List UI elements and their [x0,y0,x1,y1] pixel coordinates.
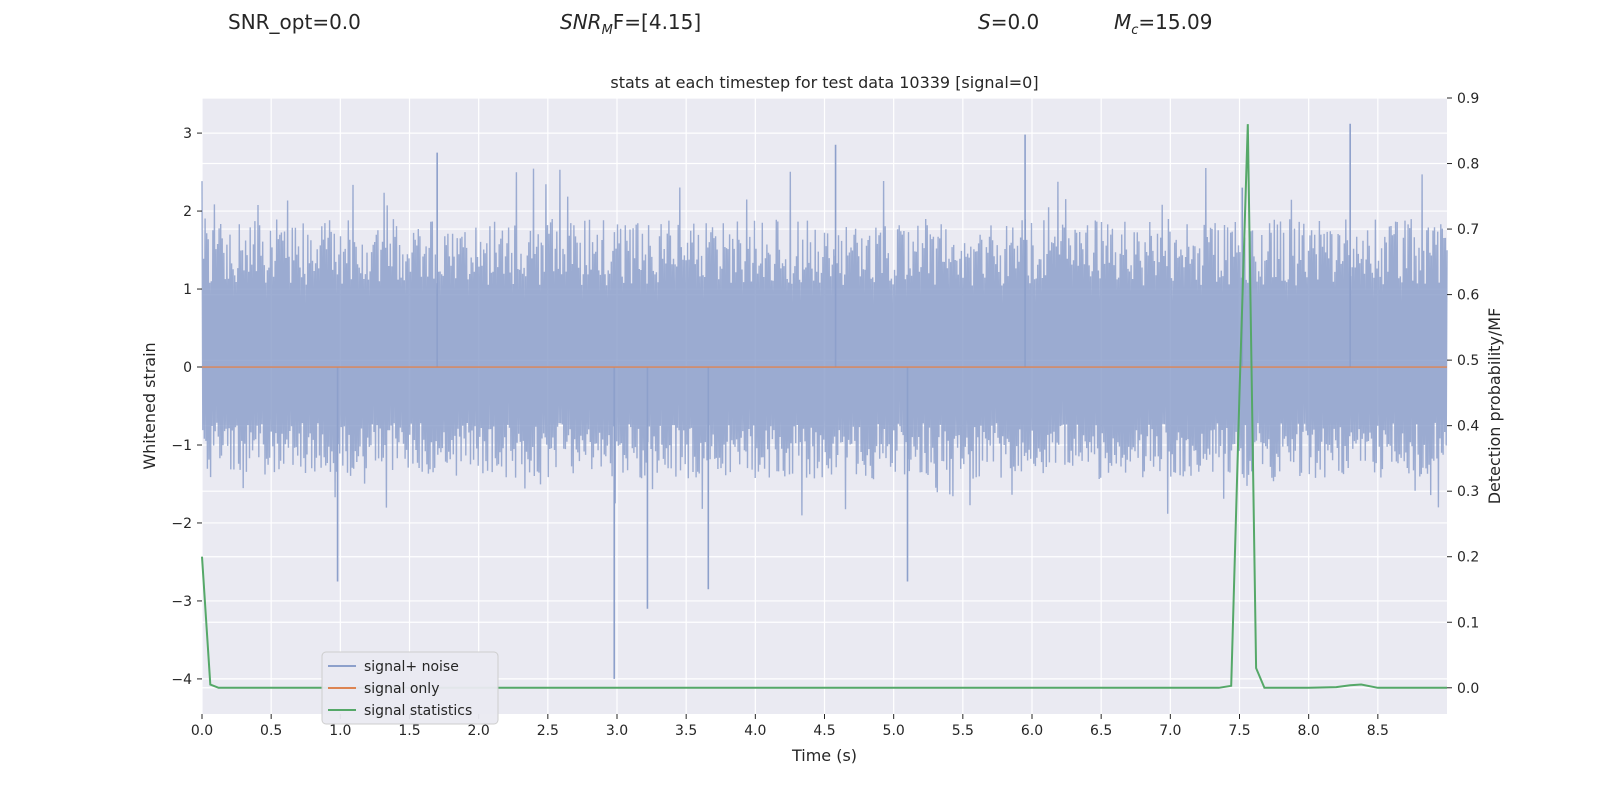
x-axis-label: Time (s) [791,746,857,765]
x-tick-label: 1.5 [398,723,420,739]
y2-tick-label: 0.8 [1457,157,1479,173]
y-tick-label: −4 [171,672,192,688]
y2-axis-label: Detection probability/MF [1485,308,1504,505]
y-tick-label: 3 [183,126,192,142]
s-value: =0.0 [990,10,1040,34]
x-tick-label: 3.0 [606,723,628,739]
y2-tick-label: 0.6 [1457,288,1479,304]
x-tick-label: 8.5 [1367,723,1389,739]
legend-label: signal+ noise [364,659,459,675]
y2-tick-label: 0.7 [1457,222,1479,238]
y2-tick-label: 0.9 [1457,91,1479,107]
x-tick-label: 8.0 [1298,723,1320,739]
x-axis-ticks: 0.0 0.5 1.0 1.5 2.0 2.5 3.0 3.5 4.0 4.5 5.0 5.5 6.0 6… [191,714,1389,739]
x-tick-label: 3.5 [675,723,697,739]
x-tick-label: 6.0 [1021,723,1043,739]
x-tick-label: 1.0 [329,723,351,739]
x-tick-label: 5.5 [952,723,974,739]
legend-label: signal statistics [364,703,472,719]
x-tick-label: 4.5 [813,723,835,739]
y2-tick-label: 0.2 [1457,550,1479,566]
y-tick-label: 2 [183,204,192,220]
y-axis-ticks: −4 −3 −2 −1 0 1 2 3 [171,126,202,688]
legend-box [321,651,499,725]
y-tick-label: −1 [171,438,192,454]
x-tick-label: 0.5 [260,723,282,739]
y2-tick-label: 0.5 [1457,353,1479,369]
x-tick-label: 5.0 [883,723,905,739]
y2-axis-ticks: 0.0 0.1 0.2 0.3 0.4 0.5 0.6 0.7 0.8 0.9 [1447,91,1479,697]
y2-tick-label: 0.1 [1457,615,1479,631]
y2-tick-label: 0.4 [1457,419,1479,435]
mc-subscript: c [1131,23,1139,38]
snr-mf-value: F=[4.15] [612,10,702,34]
legend-label: signal only [364,681,439,697]
chart-title: stats at each timestep for test data 103… [610,73,1038,92]
mc-symbol: M [1114,10,1132,34]
x-tick-label: 0.0 [191,723,213,739]
header-s: S=0.0 [978,10,1039,34]
s-symbol: S [978,10,991,34]
x-tick-label: 4.0 [744,723,766,739]
header-snr-mf: SNRMF=[4.15] [560,10,701,38]
y-tick-label: 0 [183,360,192,376]
mc-value: =15.09 [1138,10,1213,34]
y2-tick-label: 0.3 [1457,484,1479,500]
y-tick-label: −2 [171,516,192,532]
y-tick-label: −3 [171,594,192,610]
header-mc: Mc=15.09 [1114,10,1212,38]
y2-tick-label: 0.0 [1457,681,1479,697]
snr-mf-subscript: M [601,23,613,38]
y-axis-label: Whitened strain [140,342,159,469]
legend: signal+ noise signal only signal statistic… [321,651,499,725]
x-tick-label: 6.5 [1090,723,1112,739]
header-snr-opt: SNR_opt=0.0 [228,10,361,34]
x-tick-label: 7.0 [1159,723,1181,739]
snr-mf-symbol: SNR [560,10,602,34]
x-tick-label: 7.5 [1228,723,1250,739]
x-tick-label: 2.5 [537,723,559,739]
x-tick-label: 2.0 [468,723,490,739]
y-tick-label: 1 [183,282,192,298]
